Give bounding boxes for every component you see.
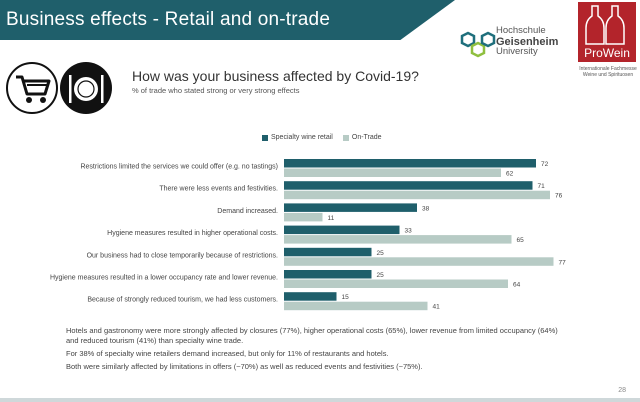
data-label: 25 xyxy=(377,272,385,279)
note-2: For 38% of specialty wine retailers dema… xyxy=(66,349,389,358)
legend-item-retail: Specialty wine retail xyxy=(262,134,333,141)
bar-retail xyxy=(284,181,533,190)
prowein-name: ProWein xyxy=(584,46,630,60)
note-1: Hotels and gastronomy were more strongly… xyxy=(66,326,558,345)
data-label: 72 xyxy=(541,161,549,168)
bar-retail xyxy=(284,292,337,301)
data-label: 11 xyxy=(328,215,335,222)
chart-question: How was your business affected by Covid-… xyxy=(132,68,419,84)
category-label: Demand increased. xyxy=(217,208,278,215)
data-label: 65 xyxy=(517,237,525,244)
bar-chart: Restrictions limited the services we cou… xyxy=(50,159,567,311)
bar-retail xyxy=(284,159,536,168)
hochschule-geisenheim-logo-icon xyxy=(460,31,496,58)
chart-subtitle: % of trade who stated strong or very str… xyxy=(132,86,300,95)
bar-ontrade xyxy=(284,235,512,244)
page-title: Business effects - Retail and on-trade xyxy=(6,9,331,30)
legend-swatch-retail xyxy=(262,134,268,141)
data-label: 15 xyxy=(342,294,350,301)
prowein-subtitle: Internationale Fachmesse Weine und Spiri… xyxy=(579,66,637,78)
bar-retail xyxy=(284,270,372,279)
plate-cutlery-icon xyxy=(60,62,112,114)
bar-ontrade xyxy=(284,257,554,266)
prowein-logo xyxy=(578,2,636,62)
summary-notes: Hotels and gastronomy were more strongly… xyxy=(66,326,566,375)
category-label: Because of strongly reduced tourism, we … xyxy=(87,297,278,304)
data-label: 41 xyxy=(433,304,441,311)
category-label: There were less events and festivities. xyxy=(159,186,278,193)
data-label: 76 xyxy=(555,193,563,200)
category-label: Hygiene measures resulted in higher oper… xyxy=(107,230,278,237)
wine-bottles-icon xyxy=(585,5,625,45)
bar-retail xyxy=(284,203,417,212)
data-label: 38 xyxy=(422,205,430,212)
note-3: Both were similarly affected by limitati… xyxy=(66,362,423,371)
legend-label-ontrade: On-Trade xyxy=(351,134,382,141)
data-label: 64 xyxy=(513,282,521,289)
chart-legend: Specialty wine retail On-Trade xyxy=(262,134,382,141)
footer-line xyxy=(0,398,640,402)
category-label: Restrictions limited the services we cou… xyxy=(80,164,278,171)
data-label: 33 xyxy=(405,228,413,235)
logo-line-1: Hochschule xyxy=(496,25,546,36)
bar-retail xyxy=(284,247,372,257)
data-label: 62 xyxy=(506,171,514,178)
logo-line-3: University xyxy=(496,46,538,57)
header-banner xyxy=(0,0,455,40)
bar-ontrade xyxy=(284,190,550,200)
hochschule-logo-text: Hochschule Geisenheim University xyxy=(496,25,559,58)
bar-retail xyxy=(284,225,400,235)
bar-ontrade xyxy=(284,168,501,177)
category-label: Hygiene measures resulted in a lower occ… xyxy=(50,275,278,282)
data-label: 71 xyxy=(538,183,546,190)
bar-ontrade xyxy=(284,279,508,288)
shopping-cart-icon xyxy=(6,62,58,114)
bar-ontrade xyxy=(284,212,323,222)
data-label: 77 xyxy=(559,259,567,266)
page-number: 28 xyxy=(618,387,626,394)
category-label: Our business had to close temporarily be… xyxy=(87,252,278,259)
legend-label-retail: Specialty wine retail xyxy=(271,134,333,141)
legend-item-ontrade: On-Trade xyxy=(342,134,382,141)
data-label: 25 xyxy=(377,250,385,257)
legend-swatch-ontrade xyxy=(342,134,349,141)
logo-line-2: Geisenheim xyxy=(496,35,559,48)
bar-ontrade xyxy=(284,301,428,311)
